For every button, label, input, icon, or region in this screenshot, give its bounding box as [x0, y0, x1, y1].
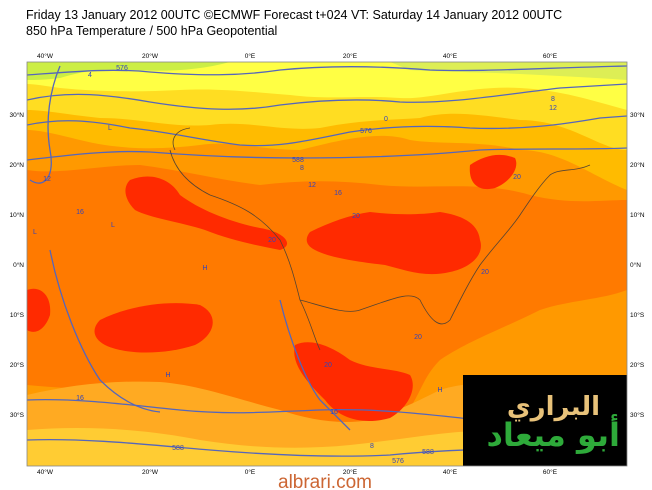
lat-label: 30°N: [630, 111, 645, 119]
contour-label: 8: [370, 443, 374, 450]
contour-label: 16: [330, 409, 338, 416]
subtitle: 850 hPa Temperature / 500 hPa Geopotenti…: [26, 24, 277, 38]
lon-label: 40°W: [37, 468, 54, 476]
lat-label: 0°N: [13, 261, 24, 269]
contour-label: 576: [116, 65, 128, 72]
contour-label: H: [437, 387, 442, 394]
contour-label: 20: [414, 334, 422, 341]
contour-label: 16: [76, 395, 84, 402]
lon-label: 40°W: [37, 52, 54, 60]
contour-label: L: [108, 125, 112, 132]
contour-label: L: [111, 222, 115, 229]
contour-label: 12: [308, 182, 316, 189]
lat-label: 20°S: [630, 361, 645, 369]
contour-label: 8: [551, 96, 555, 103]
lat-label: 10°N: [630, 211, 645, 219]
contour-label: 20: [513, 174, 521, 181]
lon-label: 20°W: [142, 52, 159, 60]
contour-label: 20: [324, 362, 332, 369]
lat-label: 0°N: [630, 261, 641, 269]
logo-line2: أبو ميعاد: [486, 414, 620, 454]
lat-label: 10°N: [9, 211, 24, 219]
contour-label: 4: [88, 72, 92, 79]
lat-label: 20°N: [630, 161, 645, 169]
contour-label: 0: [384, 116, 388, 123]
contour-label: 16: [76, 209, 84, 216]
contour-label: 20: [352, 213, 360, 220]
lon-label: 20°E: [343, 468, 358, 476]
contour-label: 576: [360, 128, 372, 135]
title: Friday 13 January 2012 00UTC ©ECMWF Fore…: [26, 8, 562, 22]
contour-label: 20: [268, 237, 276, 244]
map-field: [27, 62, 627, 466]
lon-label: 0°E: [245, 52, 256, 60]
contour-label: 12: [549, 105, 557, 112]
logo-line1: البراري: [507, 392, 600, 422]
lon-label: 20°W: [142, 468, 159, 476]
lat-label: 10°S: [10, 311, 25, 319]
watermark: albrari.com: [278, 472, 372, 490]
contour-label: 12: [43, 176, 51, 183]
lat-label: 20°S: [10, 361, 25, 369]
lon-label: 40°E: [443, 52, 458, 60]
contour-label: 16: [334, 190, 342, 197]
contour-label: 576: [392, 458, 404, 465]
lat-label: 10°S: [630, 311, 645, 319]
lon-label: 40°E: [443, 468, 458, 476]
lat-label: 30°S: [10, 411, 25, 419]
lon-label: 20°E: [343, 52, 358, 60]
contour-label: H: [202, 265, 207, 272]
contour-label: 20: [481, 269, 489, 276]
contour-label: 588: [172, 445, 184, 452]
lat-label: 20°N: [9, 161, 24, 169]
contour-label: H: [165, 372, 170, 379]
lat-label: 30°S: [630, 411, 645, 419]
map-frame: [26, 61, 628, 467]
lon-label: 60°E: [543, 468, 558, 476]
lat-label: 30°N: [9, 111, 24, 119]
contour-label: 588: [292, 157, 304, 164]
lon-label: 0°E: [245, 468, 256, 476]
contour-label: 8: [300, 165, 304, 172]
contour-label: L: [33, 229, 37, 236]
contour-label: 588: [422, 449, 434, 456]
lon-label: 60°E: [543, 52, 558, 60]
